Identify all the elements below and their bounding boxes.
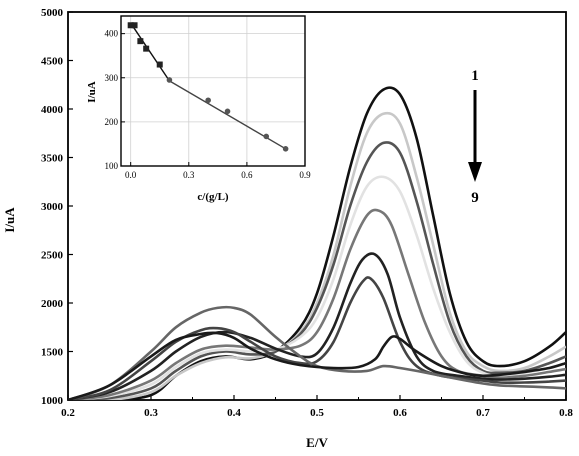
main-y-axis-label: I/uA <box>2 207 17 233</box>
main-x-tick-label: 0.8 <box>559 407 573 419</box>
inset-x-axis-label: c/(g/L) <box>197 191 228 203</box>
inset-x-tick-label: 0.0 <box>125 170 137 180</box>
annotation-arrow-head <box>468 162 482 182</box>
inset-y-tick-label: 400 <box>105 29 119 39</box>
cv-curve-2 <box>68 111 566 400</box>
inset-square-point <box>127 22 134 29</box>
inset-circle-point <box>205 97 211 104</box>
main-x-tick-label: 0.4 <box>227 407 241 419</box>
inset-fit-line-1 <box>130 22 171 82</box>
main-x-tick-label: 0.5 <box>310 407 324 419</box>
main-y-tick-label: 1000 <box>41 395 64 407</box>
inset-circle-point <box>263 133 270 140</box>
main-x-axis-label: E/V <box>306 435 328 450</box>
cv-curve-6 <box>68 252 566 400</box>
inset-chart: 0.0 0.3 0.6 0.9 100 200 300 400 c/(g/L) I/uA <box>86 15 312 203</box>
inset-circle-point <box>166 77 173 83</box>
inset-circle-point <box>224 108 231 115</box>
inset-circle-point <box>282 145 289 152</box>
main-y-tick-label: 3000 <box>41 201 64 213</box>
inset-y-tick-label: 300 <box>105 73 119 83</box>
series-order-annotation: 1 9 <box>468 68 482 206</box>
inset-x-tick-label: 0.6 <box>241 170 253 180</box>
inset-plot-frame <box>120 15 306 167</box>
main-x-tick-label: 0.2 <box>61 407 75 419</box>
cv-curve-1 <box>68 86 566 400</box>
cv-curve-9 <box>68 331 566 400</box>
cv-curve-7 <box>68 276 566 400</box>
main-y-tick-label: 3500 <box>41 153 64 165</box>
main-y-tick-label: 2000 <box>41 298 64 310</box>
inset-y-axis-label: I/uA <box>86 81 98 102</box>
inset-square-point <box>137 38 144 45</box>
main-y-tick-label: 4500 <box>41 56 64 68</box>
inset-series-layer <box>127 22 289 152</box>
inset-square-point <box>131 22 138 29</box>
inset-y-tick-label: 200 <box>105 117 119 127</box>
main-y-tick-label: 1500 <box>41 347 64 359</box>
inset-x-tick-label: 0.3 <box>183 170 195 180</box>
main-y-tick-label: 4000 <box>41 104 64 116</box>
main-x-tick-label: 0.6 <box>393 407 407 419</box>
main-y-tick-label: 5000 <box>41 7 64 19</box>
cv-curve-3 <box>68 141 566 400</box>
main-tick-layer: 0.2 0.3 0.4 0.5 0.6 0.7 0.8 1000 1500 2000 2500 300… <box>41 7 573 419</box>
cv-curve-8 <box>68 305 566 400</box>
cv-curve-4 <box>68 175 566 400</box>
inset-background <box>121 16 305 166</box>
inset-square-point <box>143 45 150 52</box>
inset-tick-layer: 0.0 0.3 0.6 0.9 100 200 300 400 <box>105 29 312 180</box>
main-series-layer <box>68 86 566 400</box>
inset-square-point <box>156 61 163 68</box>
annotation-start-label: 1 <box>471 68 479 84</box>
main-y-tick-label: 2500 <box>41 250 64 262</box>
inset-y-tick-label: 100 <box>105 161 119 171</box>
main-x-tick-label: 0.3 <box>144 407 158 419</box>
annotation-end-label: 9 <box>471 190 479 206</box>
inset-x-tick-label: 0.9 <box>299 170 311 180</box>
main-x-tick-label: 0.7 <box>476 407 490 419</box>
